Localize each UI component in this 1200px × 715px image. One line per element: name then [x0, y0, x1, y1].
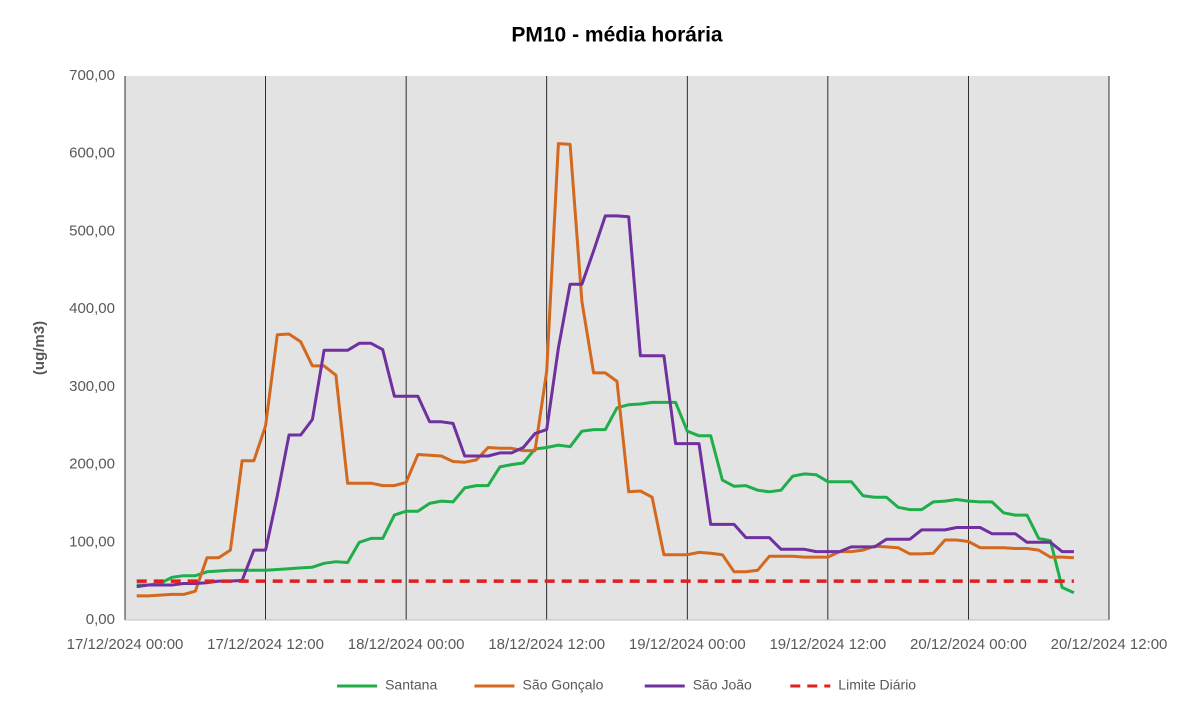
x-tick-label: 20/12/2024 12:00: [1051, 636, 1168, 653]
x-tick-label: 18/12/2024 00:00: [348, 636, 465, 653]
series-line: [136, 214, 1074, 589]
y-tick-label: 300,00: [69, 378, 115, 395]
x-tick-label: 17/12/2024 00:00: [67, 636, 184, 653]
y-axis-title: (ug/m3): [31, 321, 48, 375]
plot-area: [125, 76, 1109, 620]
y-tick-label: 200,00: [69, 456, 115, 473]
y-tick-label: 400,00: [69, 300, 115, 317]
chart-title: PM10 - média horária: [511, 24, 723, 47]
legend-label: São João: [693, 677, 752, 693]
y-tick-label: 100,00: [69, 533, 115, 550]
y-tick-label: 500,00: [69, 222, 115, 239]
y-tick-label: 0,00: [86, 611, 115, 628]
y-tick-label: 600,00: [69, 145, 115, 162]
x-tick-label: 20/12/2024 00:00: [910, 636, 1027, 653]
legend-label: Santana: [385, 677, 437, 693]
series-line: [136, 142, 1074, 598]
series-line: [136, 400, 1075, 595]
x-tick-label: 18/12/2024 12:00: [488, 636, 605, 653]
x-tick-label: 19/12/2024 00:00: [629, 636, 746, 653]
x-tick-label: 19/12/2024 12:00: [769, 636, 886, 653]
legend-label: São Gonçalo: [523, 677, 604, 693]
x-tick-label: 17/12/2024 12:00: [207, 636, 324, 653]
y-tick-label: 700,00: [69, 67, 115, 84]
legend-label: Limite Diário: [838, 677, 916, 693]
